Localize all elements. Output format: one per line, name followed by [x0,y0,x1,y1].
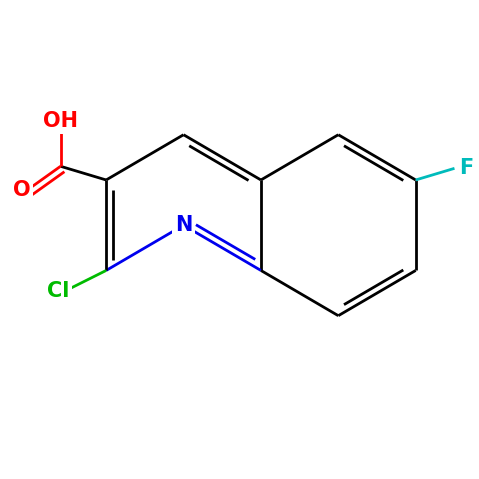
Text: O: O [13,180,31,200]
Text: F: F [459,159,474,178]
Text: OH: OH [43,111,78,131]
Text: Cl: Cl [47,281,70,301]
Text: N: N [175,215,192,235]
